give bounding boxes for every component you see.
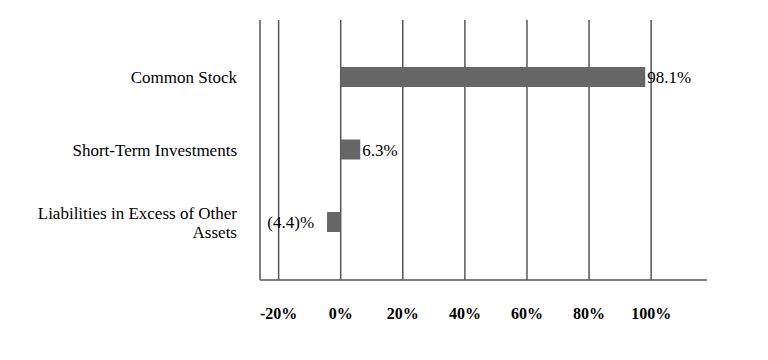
category-label: Short-Term Investments (72, 141, 237, 160)
tick-label: 80% (573, 305, 605, 322)
grid-line (526, 20, 528, 280)
category-label: Liabilities in Excess of OtherAssets (38, 204, 238, 242)
grid-line (588, 20, 590, 280)
x-axis-line (260, 279, 707, 281)
tick-label: 100% (631, 305, 671, 322)
data-label: 98.1% (647, 68, 691, 87)
tick-label: 60% (511, 305, 543, 322)
tick-label: 40% (449, 305, 481, 322)
data-label: (4.4)% (267, 213, 314, 232)
category-label: Common Stock (131, 68, 238, 87)
bar (341, 140, 361, 160)
chart: -20% 0% 20% 40% 60% 80% 100% Common Stock 98.1% S… (0, 0, 768, 360)
bar (327, 212, 341, 232)
bars (327, 67, 645, 232)
tick-label: -20% (260, 305, 297, 322)
grid-line (464, 20, 466, 280)
labels: Common Stock 98.1% Short-Term Investments 6… (38, 68, 691, 242)
grid-line (278, 20, 280, 280)
grid-line (650, 20, 652, 280)
tick-label: 20% (387, 305, 419, 322)
tick-label: 0% (329, 305, 353, 322)
bar (341, 67, 646, 87)
grid-line (402, 20, 404, 280)
data-label: 6.3% (362, 141, 397, 160)
axis-frame-left (259, 20, 261, 280)
